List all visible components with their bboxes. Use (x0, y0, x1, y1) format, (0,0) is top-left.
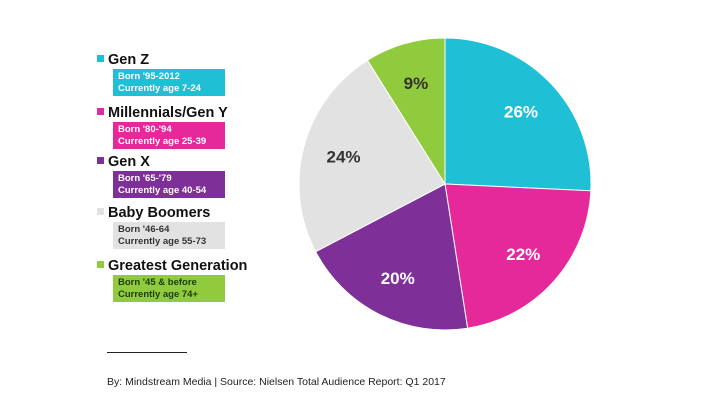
legend-swatch (97, 108, 104, 115)
legend-label: Gen X (97, 154, 150, 170)
legend-detail-line: Currently age 55-73 (118, 236, 207, 247)
legend-detail-line: Currently age 25-39 (118, 136, 207, 147)
slice-label: 22% (506, 245, 540, 264)
legend-detail-line: Born '80-'94 (118, 124, 172, 135)
slice-label: 24% (327, 148, 361, 167)
legend-label: Greatest Generation (97, 258, 247, 274)
legend-text: Millennials/Gen Y (108, 105, 228, 121)
legend-label: Millennials/Gen Y (97, 105, 228, 121)
legend-swatch (97, 208, 104, 215)
pie-slice (298, 59, 446, 253)
pie-slice (314, 183, 469, 331)
legend-detail-box: Born '65-'79 Currently age 40-54 (113, 171, 225, 198)
pie-slice (444, 183, 592, 329)
legend-swatch (97, 157, 104, 164)
slice-label: 9% (404, 74, 429, 93)
slice-label: 20% (381, 269, 415, 288)
legend-detail-box: Born '46-64 Currently age 55-73 (113, 222, 225, 249)
legend-detail-line: Born '65-'79 (118, 173, 172, 184)
legend-text: Baby Boomers (108, 205, 211, 221)
legend-text: Gen Z (108, 52, 150, 68)
legend-swatch (97, 261, 104, 268)
divider (107, 352, 187, 353)
legend-text: Greatest Generation (108, 258, 248, 274)
legend-detail-line: Born '45 & before (118, 277, 197, 288)
legend-detail-box: Born '80-'94 Currently age 25-39 (113, 122, 225, 149)
legend-detail-box: Born '95-2012 Currently age 7-24 (113, 69, 225, 96)
pie-slice (444, 37, 592, 192)
legend-text: Gen X (108, 154, 150, 170)
legend-detail-line: Born '46-64 (118, 224, 170, 235)
legend-swatch (97, 55, 104, 62)
legend-detail-line: Currently age 40-54 (118, 185, 207, 196)
legend-label: Baby Boomers (97, 205, 210, 221)
slice-label: 26% (504, 102, 538, 121)
legend-detail-line: Born '95-2012 (118, 71, 180, 82)
legend-detail-line: Currently age 7-24 (118, 83, 201, 94)
pie-slice (366, 37, 446, 186)
legend-label: Gen Z (97, 52, 149, 68)
legend-detail-box: Born '45 & before Currently age 74+ (113, 275, 225, 302)
source-note: By: Mindstream Media | Source: Nielsen T… (107, 376, 446, 388)
legend-detail-line: Currently age 74+ (118, 289, 198, 300)
